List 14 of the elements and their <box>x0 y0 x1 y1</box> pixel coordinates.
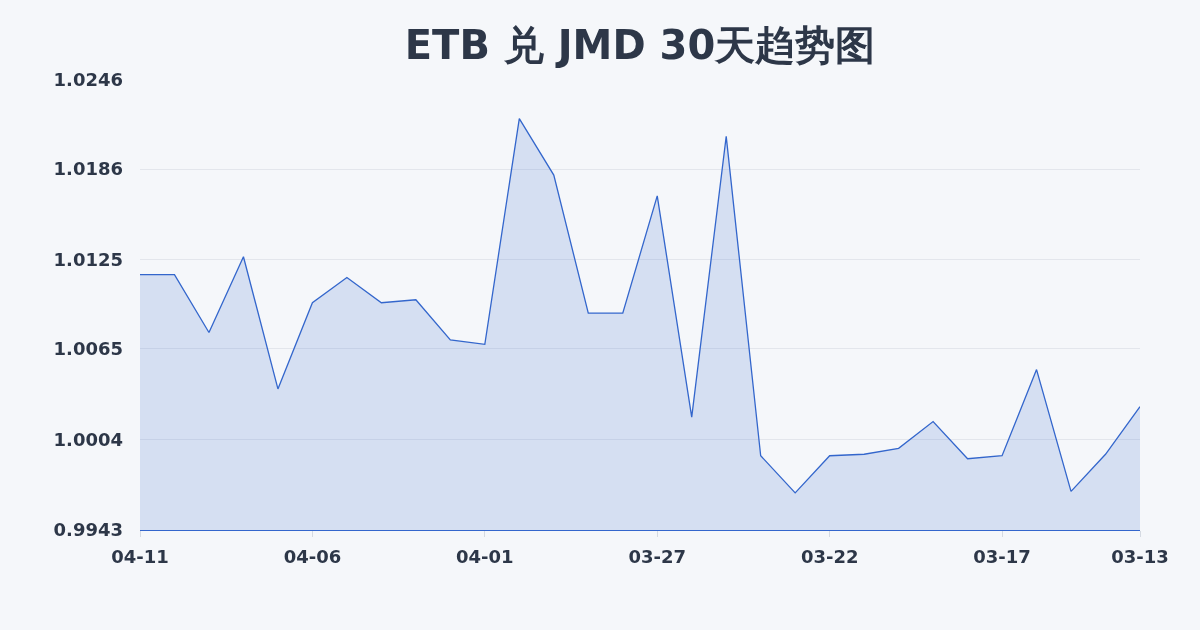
x-tick-label: 03-27 <box>628 545 687 567</box>
y-tick-label: 1.0246 <box>53 69 123 91</box>
chart-title: ETB 兑 JMD 30天趋势图 <box>404 22 876 68</box>
x-tick-label: 04-01 <box>456 545 514 567</box>
y-tick-label: 1.0125 <box>53 249 123 270</box>
x-tick-label: 04-06 <box>283 545 342 567</box>
y-tick-label: 1.0004 <box>53 428 123 450</box>
y-tick-label: 1.0065 <box>53 338 123 360</box>
x-tick-label: 04-11 <box>111 545 169 567</box>
x-tick-label: 03-17 <box>973 545 1031 567</box>
x-tick-label: 03-13 <box>1111 545 1169 567</box>
y-tick-label: 0.9943 <box>53 519 123 541</box>
x-tick-label: 03-22 <box>800 545 859 567</box>
y-tick-label: 1.0186 <box>53 158 123 180</box>
